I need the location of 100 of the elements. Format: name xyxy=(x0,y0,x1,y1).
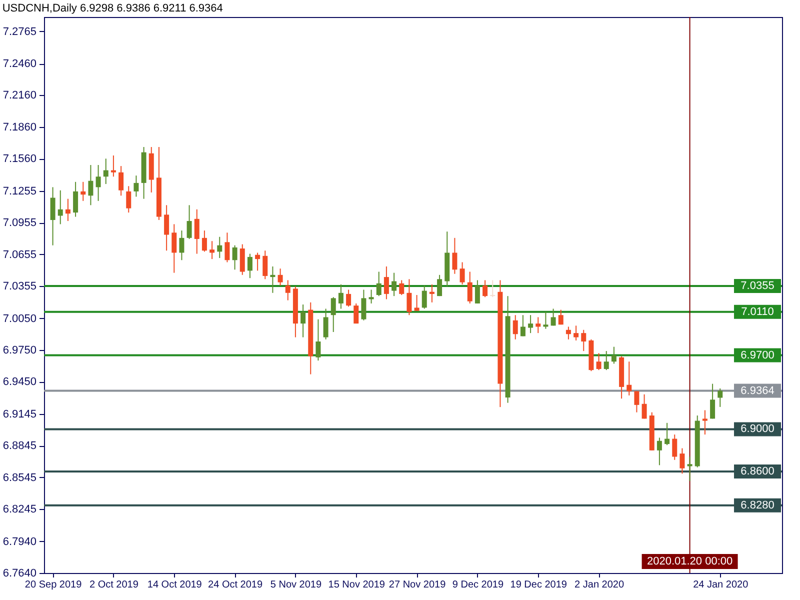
candlestick xyxy=(134,175,139,198)
candlestick xyxy=(172,224,177,274)
candlestick xyxy=(278,268,283,286)
candlestick xyxy=(710,383,716,420)
candlestick xyxy=(460,262,465,285)
candlestick xyxy=(232,244,238,270)
candlestick xyxy=(346,289,352,308)
candlestick xyxy=(247,253,252,279)
candlestick xyxy=(702,410,708,436)
candlestick xyxy=(126,186,132,214)
x-tick-label: 9 Dec 2019 xyxy=(452,580,504,590)
candlestick xyxy=(467,271,472,304)
y-tick-label: 6.9145 xyxy=(2,408,36,420)
candlestick xyxy=(543,311,548,330)
candlestick xyxy=(300,304,306,338)
candlestick xyxy=(474,280,480,304)
x-tick-label: 19 Dec 2019 xyxy=(510,580,568,590)
x-tick-label: 24 Jan 2020 xyxy=(693,580,749,590)
x-tick-label: 14 Oct 2019 xyxy=(147,580,202,590)
candlestick xyxy=(58,190,63,225)
ref-line-label: 6.8280 xyxy=(740,499,774,512)
candlestick xyxy=(672,434,678,460)
candlestick xyxy=(103,158,108,185)
y-tick-label: 6.9450 xyxy=(2,376,36,388)
candlestick xyxy=(255,252,260,272)
candlestick xyxy=(338,284,344,310)
x-tick-label: 2 Jan 2020 xyxy=(574,580,624,590)
candlestick xyxy=(414,294,420,312)
y-tick-label: 7.0050 xyxy=(2,312,36,325)
candlestick xyxy=(179,230,184,261)
ref-line-label: 7.0110 xyxy=(741,306,774,318)
candlestick xyxy=(80,181,86,202)
candlestick xyxy=(217,236,222,259)
candlestick xyxy=(110,154,116,178)
y-tick-label: 7.0355 xyxy=(2,280,36,293)
y-tick-label: 7.0655 xyxy=(2,248,36,261)
x-tick-label: 2 Oct 2019 xyxy=(89,580,139,590)
chart-title: USDCNH,Daily 6.9298 6.9386 6.9211 6.9364 xyxy=(2,2,223,14)
x-tick-label: 20 Sep 2019 xyxy=(24,580,82,590)
y-tick-label: 7.0955 xyxy=(2,217,36,230)
candlestick xyxy=(596,352,602,371)
candlestick xyxy=(186,204,192,240)
y-tick-label: 6.8545 xyxy=(2,472,36,484)
y-tick-label: 7.1860 xyxy=(2,121,36,134)
y-tick-label: 7.2765 xyxy=(2,26,36,38)
x-tick-label: 27 Nov 2019 xyxy=(388,580,446,590)
candlestick xyxy=(164,204,170,252)
y-tick-label: 7.1560 xyxy=(2,153,36,166)
candlestick xyxy=(399,280,404,296)
x-tick-label: 5 Nov 2019 xyxy=(270,580,322,590)
candlestick xyxy=(194,208,200,254)
candlestick xyxy=(368,289,374,304)
y-tick-label: 6.7640 xyxy=(2,568,36,580)
candlestick xyxy=(384,266,389,300)
candlestick xyxy=(536,316,541,334)
x-tick-label: 15 Nov 2019 xyxy=(328,580,386,590)
candlestick xyxy=(634,390,640,413)
candlestick xyxy=(73,181,78,218)
y-tick-label: 6.8845 xyxy=(2,440,36,452)
candlestick xyxy=(687,456,692,482)
candlestick xyxy=(490,280,496,298)
candlestick xyxy=(482,280,488,298)
candlestick xyxy=(642,394,647,420)
y-tick-label: 7.1255 xyxy=(2,185,36,198)
candlestick xyxy=(316,318,321,362)
candlestick xyxy=(240,244,245,276)
ref-line-label: 7.0355 xyxy=(740,280,774,292)
candlestick xyxy=(262,250,268,280)
candlestick xyxy=(611,346,616,364)
ref-line-label: 6.9364 xyxy=(740,384,774,397)
ref-line-label: 6.8600 xyxy=(740,466,774,478)
candlestick xyxy=(664,422,670,446)
candlestick xyxy=(429,284,434,303)
y-tick-label: 7.2460 xyxy=(2,58,36,70)
ref-line-label: 6.9000 xyxy=(740,423,774,436)
candlestick xyxy=(437,274,442,297)
candlestick xyxy=(718,388,723,408)
candlestick xyxy=(392,272,397,297)
candlestick xyxy=(224,232,230,263)
candlestick xyxy=(656,437,662,466)
y-tick-label: 7.2160 xyxy=(2,90,36,102)
candlestick xyxy=(406,278,412,316)
candlestick xyxy=(88,164,94,206)
candlestick xyxy=(50,186,56,246)
candlestick xyxy=(626,361,632,396)
y-tick-label: 6.9750 xyxy=(2,344,36,356)
candlestick xyxy=(604,350,609,371)
candlestick xyxy=(566,326,571,340)
ref-line-label: 6.9700 xyxy=(740,349,774,362)
y-tick-label: 6.8245 xyxy=(2,504,36,516)
y-tick-label: 6.7940 xyxy=(2,536,36,548)
candlestick xyxy=(323,308,328,340)
candlestick xyxy=(270,266,276,294)
candlestick xyxy=(354,302,359,324)
candlestick xyxy=(96,164,101,202)
candlestick xyxy=(202,230,207,252)
candlestick xyxy=(422,284,427,310)
candlestick xyxy=(452,237,458,274)
candlestick xyxy=(680,448,685,474)
candlestick xyxy=(512,314,518,340)
